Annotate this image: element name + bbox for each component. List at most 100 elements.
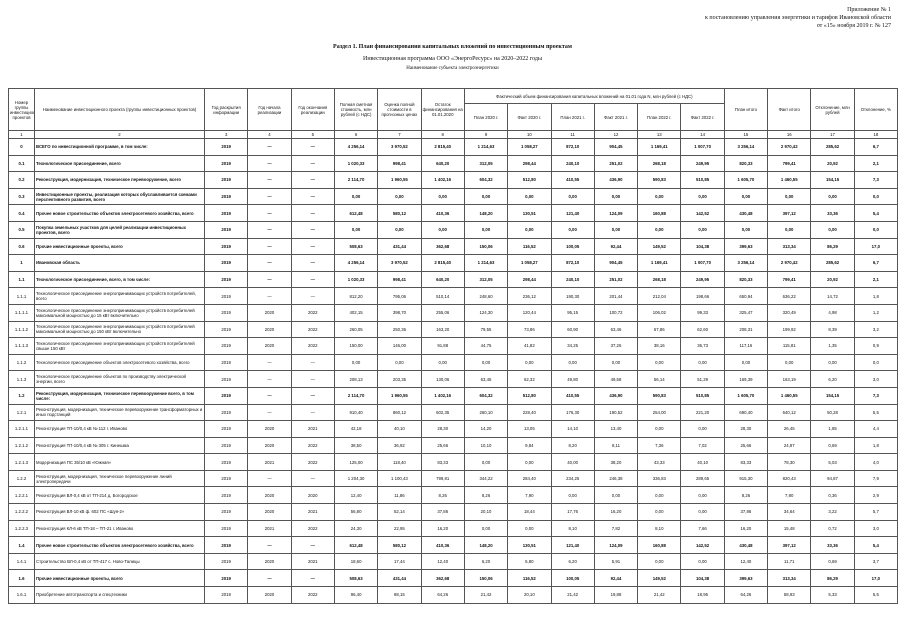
cell: 21,42 bbox=[637, 586, 682, 604]
cell: — bbox=[290, 187, 335, 206]
cell: 0.6 bbox=[8, 237, 35, 256]
cell: 0.1 bbox=[8, 154, 35, 173]
column-header: Факт 2021 г. bbox=[593, 103, 639, 131]
cell: 28,30 bbox=[420, 420, 465, 438]
cell: 0,00 bbox=[637, 420, 682, 438]
cell: 91,88 bbox=[420, 337, 465, 355]
cell: 2019 bbox=[203, 370, 249, 388]
project-name: Покупка земельных участков для целей реа… bbox=[34, 220, 205, 239]
cell: 6,20 bbox=[463, 552, 509, 571]
cell: 5,4 bbox=[853, 204, 899, 222]
cell: 1.1.1.1 bbox=[8, 303, 35, 322]
column-header: План 2021 г. bbox=[550, 103, 595, 131]
cell: 1.2.1 bbox=[8, 403, 35, 422]
cell: 20,10 bbox=[507, 586, 552, 604]
cell: — bbox=[290, 370, 335, 388]
column-header: Отклонение, млн рублей bbox=[810, 88, 855, 131]
cell: 1 169,41 bbox=[637, 138, 682, 156]
cell: 2020 bbox=[247, 503, 292, 521]
cell: — bbox=[290, 287, 335, 305]
cell: 362,68 bbox=[420, 237, 465, 256]
cell: 1.6 bbox=[8, 569, 35, 588]
cell: 43,33 bbox=[637, 453, 682, 471]
table-row: 1.1.1.3 Технологическое присоединение эне… bbox=[8, 337, 899, 355]
cell: 21,42 bbox=[463, 586, 509, 604]
table-row: 0.4 Прочее новое строительство объектов э… bbox=[8, 204, 899, 222]
project-name: Прочее новое строительство объектов элек… bbox=[34, 204, 205, 222]
cell: 120,44 bbox=[507, 303, 552, 322]
cell: 251,02 bbox=[593, 154, 639, 173]
cell: 2020 bbox=[247, 320, 292, 339]
cell: 436,90 bbox=[593, 171, 639, 189]
cell: 260,05 bbox=[333, 320, 379, 339]
cell: 212,04 bbox=[637, 287, 682, 305]
cell: 37,86 bbox=[420, 503, 465, 521]
cell: 190,30 bbox=[550, 287, 595, 305]
cell: 100,05 bbox=[550, 569, 595, 588]
cell: 33,36 bbox=[810, 204, 855, 222]
column-number: 10 bbox=[507, 130, 552, 139]
cell: — bbox=[290, 254, 335, 272]
cell: 25,66 bbox=[723, 436, 769, 455]
cell: 24,30 bbox=[333, 519, 379, 538]
cell: 124,09 bbox=[593, 536, 639, 554]
column-header: План 2022 г. bbox=[637, 103, 682, 131]
table-row: 0 ВСЕГО по инвестиционной программе, в то… bbox=[8, 138, 899, 156]
project-name: Реконструкция, модернизация, техническое… bbox=[34, 386, 205, 405]
cell: 795,06 bbox=[377, 287, 422, 305]
cell: 2020 bbox=[247, 337, 292, 355]
cell: 117,16 bbox=[723, 337, 769, 355]
cell: 0,00 bbox=[463, 187, 509, 206]
cell: 3,22 bbox=[810, 503, 855, 521]
cell: — bbox=[247, 154, 292, 173]
column-number: 12 bbox=[593, 130, 639, 139]
cell: 1 020,33 bbox=[333, 270, 379, 289]
cell: 998,41 bbox=[377, 270, 422, 289]
project-name: Реконструкция, модернизация, техническое… bbox=[34, 171, 205, 189]
cell: — bbox=[247, 469, 292, 488]
cell: 0,00 bbox=[333, 353, 379, 372]
cell: 7,02 bbox=[680, 436, 725, 455]
cell: 0,00 bbox=[507, 353, 552, 372]
cell: 2 815,40 bbox=[420, 138, 465, 156]
column-header: Оценка полной стоимости в прогнозных цен… bbox=[377, 88, 422, 131]
cell: 1 214,63 bbox=[463, 138, 509, 156]
cell: 1 169,41 bbox=[637, 254, 682, 272]
cell: 12,40 bbox=[723, 552, 769, 571]
cell: 118,40 bbox=[377, 453, 422, 471]
cell: 2,1 bbox=[853, 154, 899, 173]
cell: 88,15 bbox=[377, 586, 422, 604]
cell: 49,58 bbox=[593, 370, 639, 388]
cell: 510,14 bbox=[420, 287, 465, 305]
cell: 313,34 bbox=[767, 569, 812, 588]
cell: 2020 bbox=[247, 486, 292, 505]
cell: 0,00 bbox=[463, 519, 509, 538]
cell: 1 058,27 bbox=[507, 138, 552, 156]
cell: 34,25 bbox=[550, 337, 595, 355]
group-header: Фактический объем финансирования капитал… bbox=[463, 88, 725, 104]
cell: 6,7 bbox=[853, 138, 899, 156]
cell: 5,5 bbox=[853, 586, 899, 604]
cell: 4 256,14 bbox=[333, 254, 379, 272]
cell: 7,36 bbox=[637, 436, 682, 455]
cell: 16,20 bbox=[593, 503, 639, 521]
project-name: Технологическое присоединение энергоприн… bbox=[34, 337, 205, 355]
cell: 116,52 bbox=[507, 237, 552, 256]
project-name: Технологическое присоединение энергоприн… bbox=[34, 320, 205, 339]
cell: 312,05 bbox=[463, 154, 509, 173]
cell: 399,63 bbox=[723, 237, 769, 256]
cell: 336,83 bbox=[637, 469, 682, 488]
cell: 0,00 bbox=[637, 353, 682, 372]
cell: 0,72 bbox=[810, 519, 855, 538]
cell: — bbox=[290, 353, 335, 372]
cell: 690,40 bbox=[723, 403, 769, 422]
cell: 150,00 bbox=[333, 337, 379, 355]
cell: 6,20 bbox=[550, 552, 595, 571]
cell: 7,90 bbox=[767, 486, 812, 505]
cell: 298,44 bbox=[507, 270, 552, 289]
cell: 1 605,70 bbox=[723, 171, 769, 189]
project-name: Реконструкция ТП-10/0,4 кВ № 112 г. Иван… bbox=[34, 420, 205, 438]
cell: 2 970,42 bbox=[767, 254, 812, 272]
cell: 8,26 bbox=[420, 486, 465, 505]
